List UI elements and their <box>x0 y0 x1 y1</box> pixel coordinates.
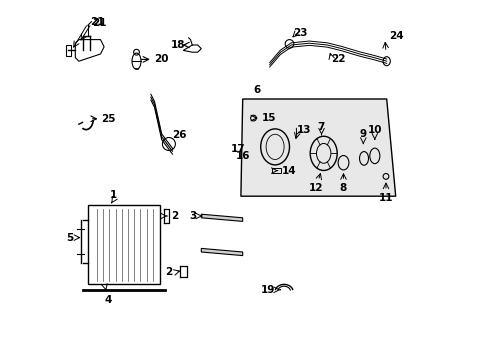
Text: 18: 18 <box>170 40 185 50</box>
Text: 12: 12 <box>308 183 323 193</box>
Text: 3: 3 <box>189 211 197 221</box>
Text: 24: 24 <box>388 31 403 41</box>
Text: 20: 20 <box>153 54 168 64</box>
Text: 21: 21 <box>89 17 104 27</box>
Text: 10: 10 <box>367 125 381 135</box>
Text: 21: 21 <box>92 18 106 28</box>
Text: 9: 9 <box>358 129 366 139</box>
Text: 25: 25 <box>102 114 116 124</box>
Text: 6: 6 <box>253 85 260 95</box>
Text: 17: 17 <box>230 144 245 154</box>
Text: 4: 4 <box>104 295 111 305</box>
Text: 5: 5 <box>66 233 73 243</box>
Bar <box>272 168 281 173</box>
Polygon shape <box>241 99 395 196</box>
Text: 2: 2 <box>170 211 178 221</box>
Text: 15: 15 <box>261 113 276 123</box>
Text: 16: 16 <box>235 150 249 161</box>
Polygon shape <box>201 214 242 221</box>
Text: 26: 26 <box>172 130 186 140</box>
Text: 14: 14 <box>281 166 296 176</box>
Text: 13: 13 <box>296 125 310 135</box>
Bar <box>66 45 70 56</box>
Polygon shape <box>201 248 242 256</box>
Text: 11: 11 <box>378 193 392 203</box>
Text: 2: 2 <box>165 267 172 277</box>
Text: 23: 23 <box>292 28 307 38</box>
Text: 8: 8 <box>339 183 346 193</box>
Text: 1: 1 <box>109 190 117 200</box>
Text: 22: 22 <box>330 54 345 64</box>
Text: 19: 19 <box>260 285 275 295</box>
Bar <box>88 205 160 284</box>
Text: 7: 7 <box>317 122 324 132</box>
